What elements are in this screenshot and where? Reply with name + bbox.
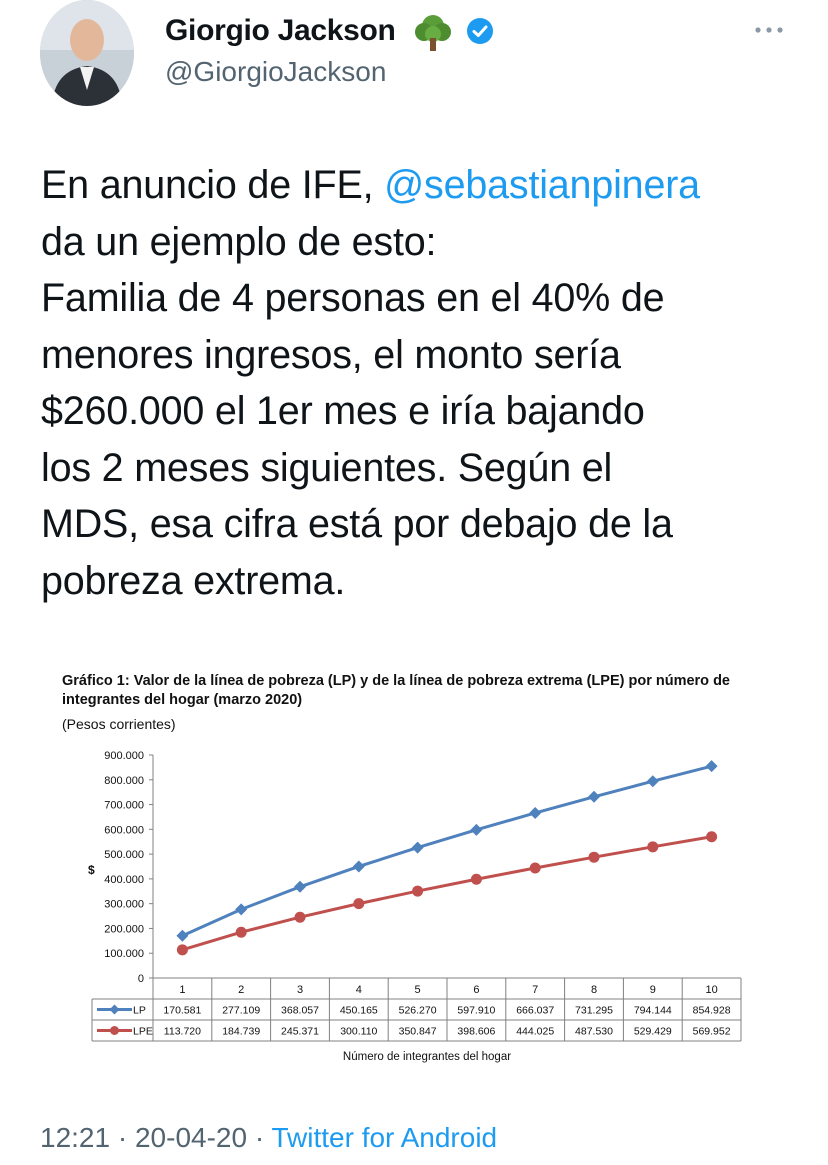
data-point-lpe: [706, 831, 718, 843]
data-point-lp: [411, 841, 424, 854]
data-point-lp: [646, 775, 659, 788]
x-tick-label: 4: [356, 984, 362, 996]
table-value: 398.606: [457, 1026, 495, 1038]
data-point-lp: [294, 880, 306, 893]
x-tick-label: 10: [705, 984, 717, 996]
tweet-date[interactable]: 20-04-20: [134, 1122, 248, 1153]
table-value: 245.371: [281, 1026, 319, 1038]
more-options-icon[interactable]: [752, 20, 786, 40]
y-tick-label: 700.000: [104, 800, 144, 812]
legend-marker-lp: [109, 1004, 120, 1015]
tweet-line: En anuncio de IFE, @sebastianpinera: [41, 157, 801, 214]
table-value: 450.165: [340, 1005, 378, 1017]
data-point-lpe: [412, 885, 424, 897]
table-value: 300.110: [340, 1026, 377, 1038]
data-point-lp: [705, 760, 718, 773]
data-point-lp: [529, 806, 542, 819]
tweet-line: da un ejemplo de esto:: [41, 219, 437, 264]
data-point-lp: [588, 790, 600, 803]
y-tick-label: 500.000: [104, 849, 144, 861]
legend-marker-lpe: [110, 1026, 119, 1035]
y-tick-label: 200.000: [104, 923, 144, 935]
series-line-lp: [181, 764, 712, 938]
table-value: 794.144: [634, 1005, 672, 1017]
tweet-line: pobreza extrema.: [41, 558, 346, 603]
tweet-line: Familia de 4 personas en el 40% de: [41, 276, 665, 320]
chart-image[interactable]: [40, 646, 788, 1086]
y-tick-label: 800.000: [104, 775, 144, 787]
user-handle[interactable]: @GiorgioJackson: [165, 56, 387, 87]
table-value: 597.910: [457, 1005, 495, 1017]
tweet-source-link[interactable]: Twitter for Android: [271, 1122, 498, 1153]
table-value: 569.952: [693, 1026, 731, 1038]
data-point-lpe: [588, 851, 600, 863]
y-tick-label: 300.000: [104, 899, 144, 911]
table-value: 350.847: [399, 1026, 437, 1038]
data-point-lp: [176, 929, 189, 942]
chart-title: Gráfico 1: Valor de la línea de pobreza …: [62, 673, 730, 708]
tweet-line: $260.000 el 1er mes e iría bajando: [41, 389, 645, 433]
table-value: 487.530: [575, 1026, 613, 1038]
x-tick-label: 8: [591, 984, 597, 996]
data-point-lp: [352, 860, 365, 873]
verified-badge-icon: [466, 17, 494, 45]
data-point-lpe: [235, 926, 247, 938]
tweet-line: MDS, esa cifra está por debajo de la: [41, 502, 673, 546]
legend-label-lpe: LPE: [133, 1026, 153, 1038]
table-value: 529.429: [634, 1026, 672, 1038]
tweet-time[interactable]: 12:21: [40, 1122, 111, 1153]
data-point-lpe: [353, 898, 365, 910]
x-tick-label: 1: [179, 984, 185, 996]
y-tick-label: 600.000: [104, 824, 144, 836]
x-tick-label: 9: [650, 984, 656, 996]
tweet-header: Giorgio Jackson @GiorgioJackson: [0, 0, 828, 120]
table-value: 731.295: [575, 1005, 613, 1017]
data-point-lpe: [647, 841, 659, 853]
tree-icon: [412, 12, 454, 52]
avatar[interactable]: [40, 0, 134, 106]
tweet-footer: 12:21 · 20-04-20 · Twitter for Android: [40, 1122, 497, 1154]
data-point-lpe: [294, 911, 306, 923]
tweet-line: los 2 meses siguientes. Según el: [41, 445, 613, 490]
display-name[interactable]: Giorgio Jackson: [165, 14, 396, 47]
tweet-line: menores ingresos, el monto sería: [41, 332, 621, 377]
table-value: 113.720: [164, 1026, 201, 1038]
data-point-lp: [235, 903, 248, 916]
table-value: 526.270: [399, 1005, 437, 1017]
table-value: 184.739: [222, 1026, 260, 1038]
y-tick-label: 0: [138, 973, 144, 985]
table-value: 444.025: [516, 1026, 554, 1038]
data-point-lpe: [529, 862, 541, 874]
y-tick-label: 100.000: [104, 948, 144, 960]
tweet-text: En anuncio de IFE, @sebastianpinera da u…: [41, 157, 801, 609]
x-tick-label: 7: [532, 984, 538, 996]
x-tick-label: 6: [473, 984, 479, 996]
series-line-lpe: [181, 835, 712, 952]
legend-label-lp: LP: [133, 1005, 146, 1017]
table-value: 277.109: [222, 1005, 260, 1017]
tweet-line-text: En anuncio de IFE,: [41, 163, 385, 207]
table-value: 666.037: [516, 1005, 554, 1017]
x-tick-label: 2: [238, 984, 244, 996]
chart-subtitle: (Pesos corrientes): [62, 716, 176, 732]
data-point-lpe: [176, 944, 188, 956]
x-axis-label: Número de integrantes del hogar: [343, 1051, 511, 1063]
data-point-lpe: [470, 873, 482, 885]
separator: ·: [247, 1122, 272, 1153]
x-tick-label: 5: [415, 984, 421, 996]
x-tick-label: 3: [297, 984, 303, 996]
table-value: 368.057: [281, 1005, 319, 1017]
table-value: 854.928: [693, 1005, 731, 1017]
table-value: 170.581: [163, 1005, 201, 1017]
y-tick-label: 400.000: [104, 874, 144, 886]
mention-link[interactable]: @sebastianpinera: [384, 163, 700, 207]
separator: ·: [110, 1122, 135, 1153]
data-point-lp: [470, 823, 483, 836]
y-tick-label: 900.000: [104, 750, 144, 762]
y-axis-label: $: [88, 863, 95, 877]
